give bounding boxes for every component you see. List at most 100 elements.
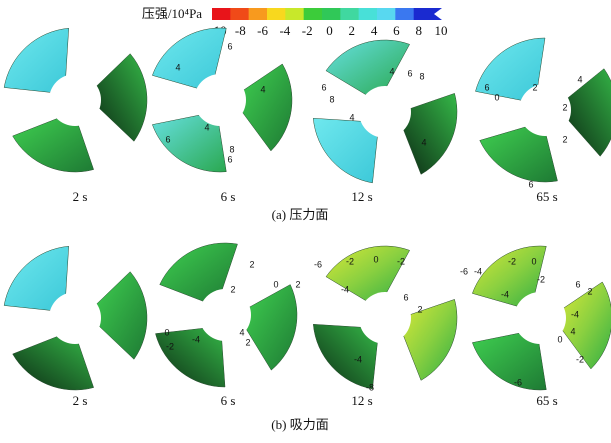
contour-label: -2 <box>508 256 516 266</box>
contour-label: -4 <box>501 289 509 299</box>
colorbar-tick-label: -4 <box>279 23 290 38</box>
colorbar-tick-label: -8 <box>235 23 246 38</box>
contour-label: -2 <box>537 274 545 284</box>
colorbar-swatch <box>304 8 323 20</box>
colorbar-tick-label: 8 <box>415 23 422 38</box>
time-label: 6 s <box>221 189 236 204</box>
contour-label: 6 <box>403 292 408 302</box>
blade <box>13 336 94 390</box>
colorbar-swatch <box>340 8 359 20</box>
blade <box>403 299 457 380</box>
contour-label: 6 <box>528 179 533 189</box>
colorbar-swatch <box>285 8 304 20</box>
time-label: 65 s <box>536 189 557 204</box>
colorbar-swatch <box>249 8 268 20</box>
contour-label: 2 <box>417 304 422 314</box>
contour-label: 4 <box>421 137 426 147</box>
contour-label: 6 <box>575 279 580 289</box>
colorbar-swatch <box>395 8 414 20</box>
colorbar-swatch <box>267 8 286 20</box>
colorbar-tick-label: 2 <box>349 23 356 38</box>
contour-label: 2 <box>562 134 567 144</box>
contour-label: 0 <box>494 92 499 102</box>
blade <box>403 93 457 174</box>
contour-label: 8 <box>329 94 334 104</box>
blade <box>95 272 147 360</box>
blade <box>561 282 611 369</box>
contour-label: 2 <box>562 102 567 112</box>
colorbar-tick-label: -2 <box>302 23 313 38</box>
hub <box>194 74 246 126</box>
contour-label: 8 <box>419 71 424 81</box>
contour-label: 6 <box>227 41 232 51</box>
colorbar-tick-label: 6 <box>393 23 400 38</box>
colorbar-swatch <box>359 8 378 20</box>
contour-label: 6 <box>165 134 170 144</box>
colorbar-swatch <box>414 8 433 20</box>
contour-label: 0 <box>164 327 169 337</box>
contour-label: 4 <box>260 84 265 94</box>
blade <box>13 118 94 172</box>
colorbar-swatch <box>212 8 231 20</box>
blade <box>95 54 147 142</box>
hub <box>49 74 101 126</box>
figure: 压强/10⁴Pa -10-8-6-4-20246810 2 s6 s12 s65… <box>0 0 611 438</box>
contour-label: -4 <box>571 309 579 319</box>
time-label: 2 s <box>73 189 88 204</box>
blade <box>241 64 292 151</box>
time-label: 2 s <box>73 393 88 408</box>
contour-label: 4 <box>239 327 244 337</box>
colorbar-swatch <box>322 8 341 20</box>
contour-label: 2 <box>532 82 537 92</box>
contour-label: -6 <box>460 266 468 276</box>
colorbar-swatch <box>377 8 396 20</box>
contour-label: 2 <box>295 279 300 289</box>
contour-label: 0 <box>557 334 562 344</box>
contour-label: 0 <box>373 254 378 264</box>
contour-label: -8 <box>366 382 374 392</box>
caption: (b) 吸力面 <box>271 417 328 432</box>
blade <box>245 285 297 371</box>
time-label: 6 s <box>221 393 236 408</box>
contour-label: -4 <box>341 284 349 294</box>
colorbar-tick-label: -6 <box>257 23 268 38</box>
contour-label: -2 <box>346 256 354 266</box>
time-label: 12 s <box>351 189 372 204</box>
colorbar-tick-label: 10 <box>435 23 448 38</box>
contour-label: -2 <box>166 341 174 351</box>
contour-label: 4 <box>577 74 582 84</box>
contour-label: 2 <box>230 284 235 294</box>
colorbar-tick-label: 4 <box>371 23 378 38</box>
contour-label: -4 <box>474 266 482 276</box>
time-label: 12 s <box>351 393 372 408</box>
contour-label: -6 <box>514 377 522 387</box>
colorbar-arrow <box>432 8 442 20</box>
contour-label: 6 <box>484 82 489 92</box>
contour-label: 2 <box>587 286 592 296</box>
contour-label: 4 <box>349 112 354 122</box>
colorbar-swatch <box>230 8 249 20</box>
blade <box>326 246 410 302</box>
contour-label: -2 <box>576 354 584 364</box>
contour-label: 8 <box>229 144 234 154</box>
contour-label: 4 <box>175 62 180 72</box>
contour-label: 4 <box>570 326 575 336</box>
blade <box>566 69 611 157</box>
contour-label: -6 <box>314 259 322 269</box>
contour-label: -4 <box>192 334 200 344</box>
caption: (a) 压力面 <box>272 207 329 222</box>
contour-label: 4 <box>389 66 394 76</box>
hub <box>359 86 411 138</box>
contour-label: 6 <box>407 68 412 78</box>
contour-label: -2 <box>397 256 405 266</box>
contour-label: 0 <box>531 256 536 266</box>
colorbar-tick-label: 0 <box>326 23 333 38</box>
contour-label: 6 <box>321 82 326 92</box>
contour-label: 0 <box>273 279 278 289</box>
hub <box>49 292 101 344</box>
contour-label: 6 <box>227 154 232 164</box>
blade <box>326 40 410 96</box>
colorbar-title: 压强/10⁴Pa <box>142 6 202 21</box>
contour-label: -4 <box>354 354 362 364</box>
